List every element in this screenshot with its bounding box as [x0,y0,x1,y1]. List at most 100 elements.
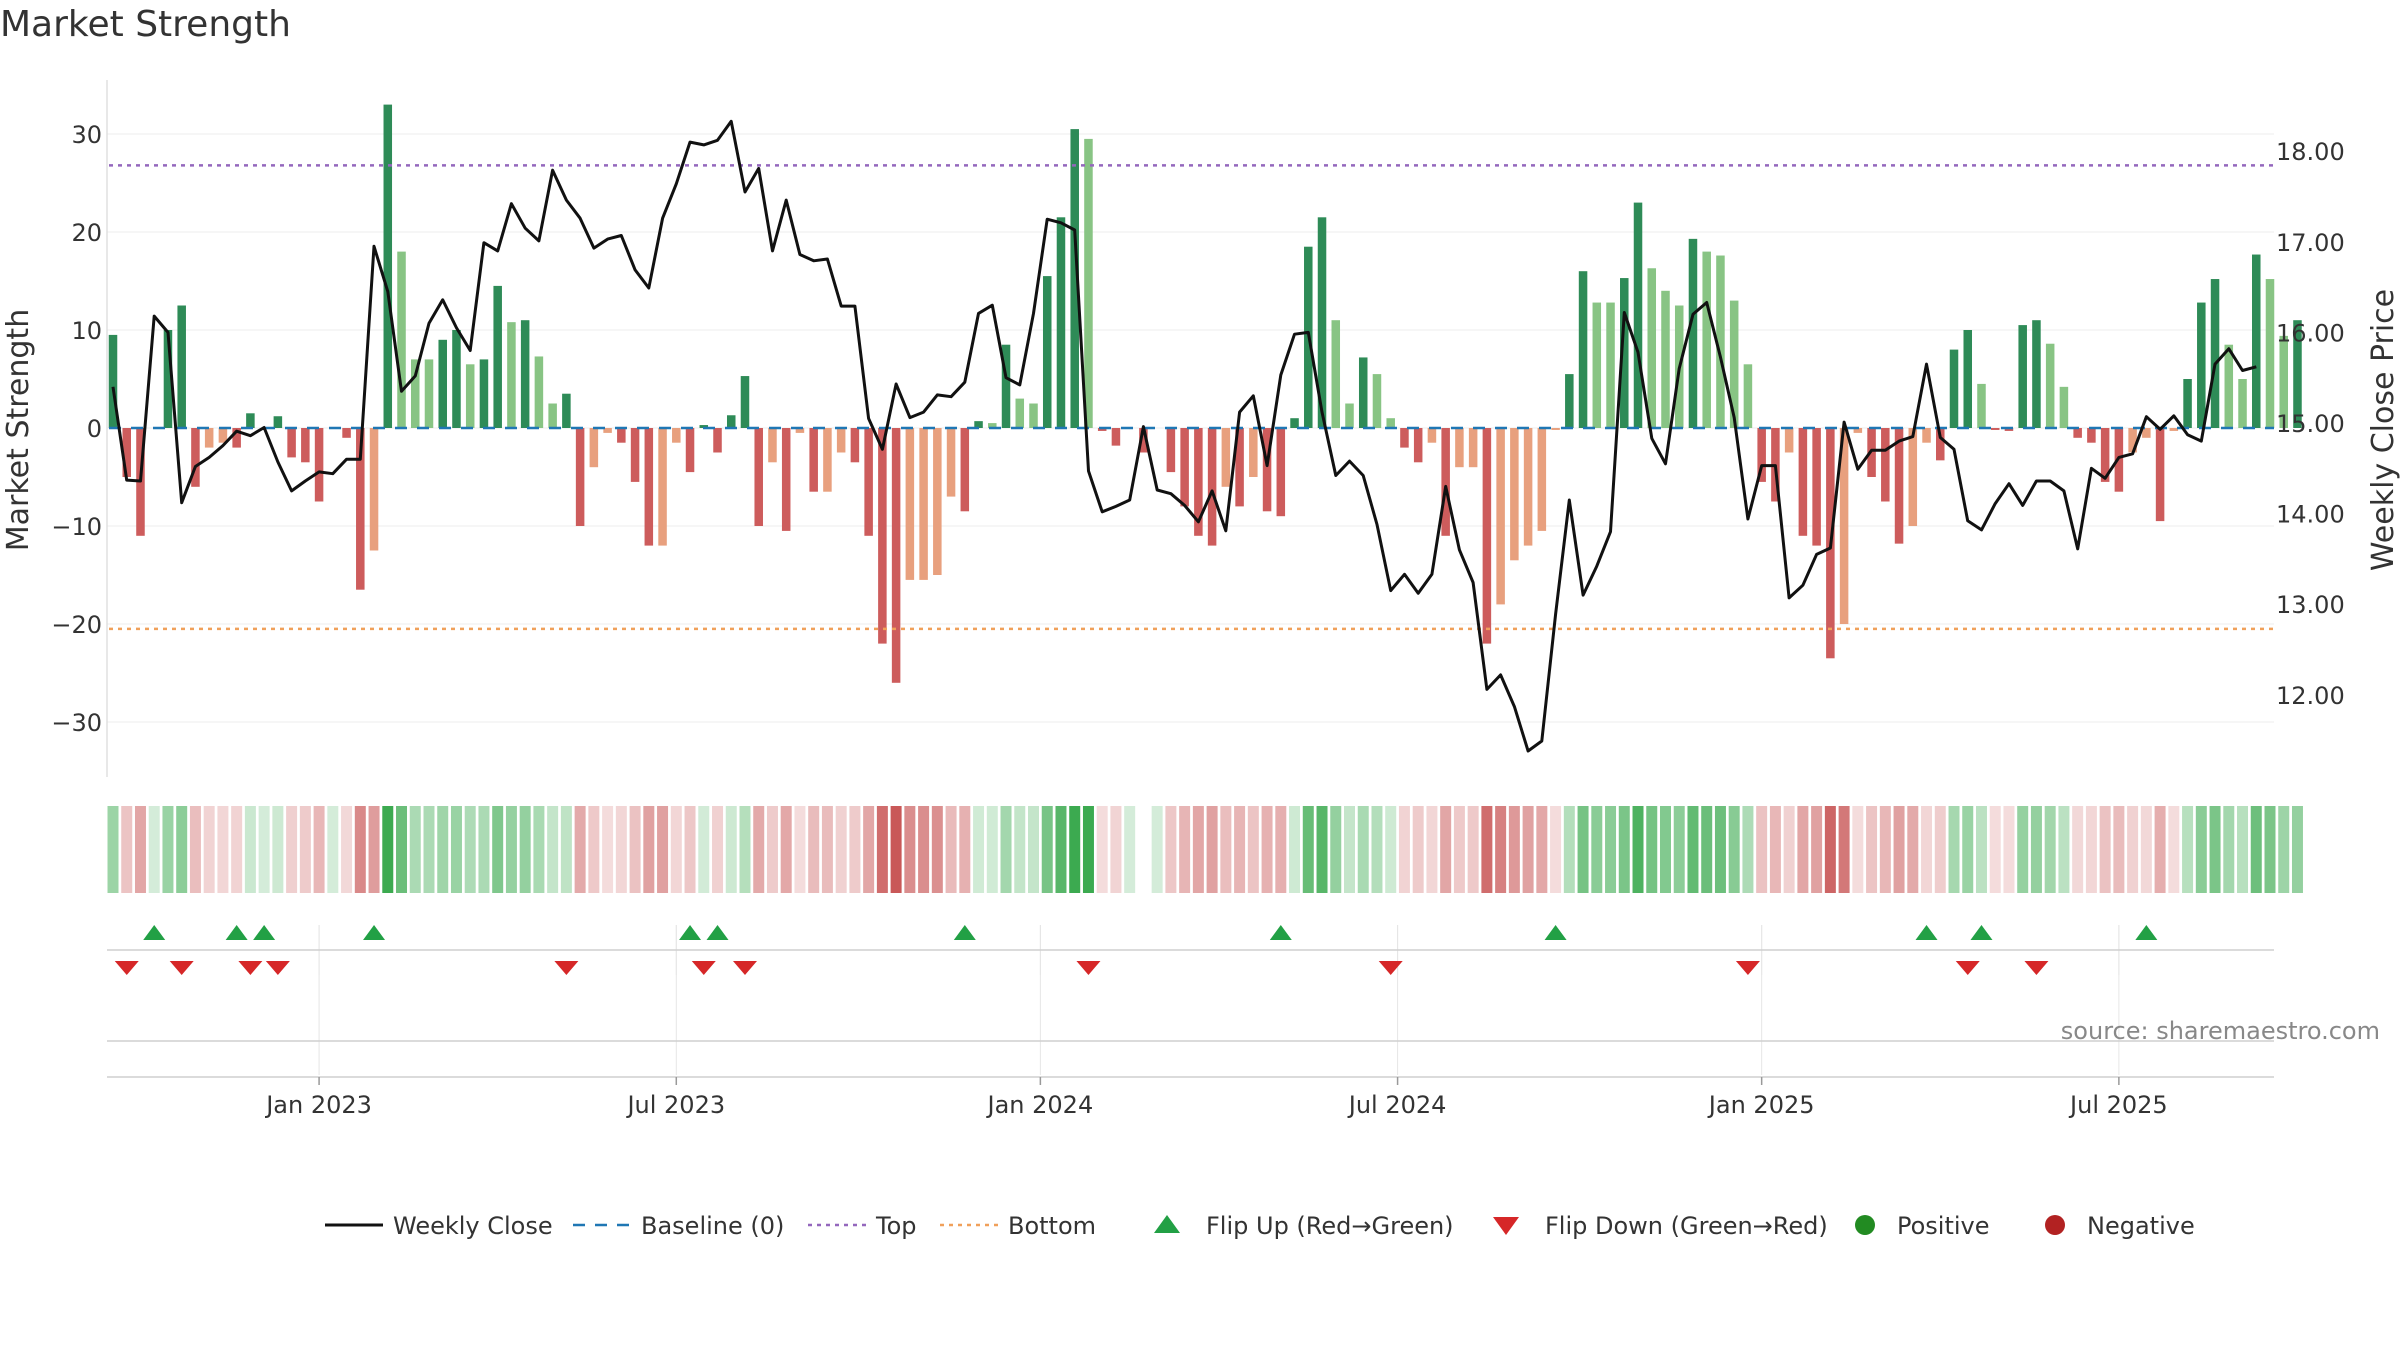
strength-bar [1606,302,1615,428]
heat-cell [1275,806,1287,893]
heat-cell [1811,806,1823,893]
heat-cell [863,806,875,893]
strength-bar [1743,364,1753,428]
strength-bar [2155,428,2165,522]
strength-bar [823,428,832,492]
y2-axis-label: Weekly Close Price [2366,289,2400,571]
flip-down-marker [2024,961,2049,975]
strength-bar [1757,428,1766,482]
flip-up-marker [953,925,976,940]
strength-bar [2238,379,2247,428]
strength-bar [1537,428,1547,531]
strength-bar [1235,428,1244,507]
strength-bar [356,428,365,590]
chart-title: Market Strength [0,4,291,45]
heat-cell [1385,806,1397,893]
heat-cell [2044,806,2056,893]
heat-cell [396,806,408,893]
heat-cell [1769,806,1781,893]
heat-cell [176,806,188,893]
heat-cell [354,806,366,893]
strength-bar [218,428,228,443]
strength-bar [2128,428,2137,453]
strength-bar [1317,217,1327,428]
heat-cell [2113,806,2125,893]
heat-cell [1234,806,1246,893]
strength-bar [617,428,626,443]
heat-cell [2099,806,2111,893]
strength-bar [699,425,709,428]
heat-cell [1302,806,1314,893]
strength-bar [1386,418,1395,428]
legend-label: Flip Up (Red→Green) [1206,1212,1454,1240]
legend-item-bottom: Bottom [940,1212,1096,1240]
heat-cell [1948,806,1960,893]
legend-swatch-negative [2045,1215,2065,1235]
strength-bar [1441,428,1450,536]
heat-cell [1975,806,1987,893]
strength-bar [177,305,186,428]
heat-cell [1522,806,1534,893]
legend-item-top: Top [808,1212,917,1240]
legend-item-positive: Positive [1855,1212,1990,1240]
heat-cell [2003,806,2015,893]
heat-cell [1426,806,1438,893]
strength-bar [1688,238,1698,428]
strength-bar [191,428,200,487]
heat-cell [1151,806,1163,893]
y2-tick-label: 13.00 [2276,591,2345,619]
strength-bar [1565,374,1574,428]
weekly-close-line [111,119,2257,753]
heat-cell [904,806,916,893]
heat-cell [1124,806,1136,893]
heat-cell [1179,806,1191,893]
strength-bar [1042,276,1052,428]
strength-bar [1977,383,1986,428]
heat-cell [986,806,998,893]
strength-bar [1812,428,1821,546]
heat-cell [409,806,421,893]
heat-cell [1550,806,1562,893]
y2-tick-label: 12.00 [2276,682,2345,710]
strength-bar [672,428,681,443]
heat-cell [505,806,517,893]
heat-cell [2030,806,2042,893]
strength-bar [1551,428,1560,430]
flip-up-marker [1970,925,1993,940]
heat-cell [1618,806,1630,893]
y-tick-label: −30 [51,709,102,737]
strength-bar [740,376,750,428]
strength-bar [1716,255,1725,428]
strength-bar [1001,344,1011,428]
strength-bar [2032,320,2041,428]
strength-bar [2224,344,2234,428]
x-tick-label: Jul 2024 [1347,1091,1447,1119]
strength-bar [493,285,502,428]
strength-bar [452,330,461,428]
strength-bar [685,428,695,473]
strength-bar [2279,335,2288,428]
heat-cell [2017,806,2029,893]
strength-bar [1400,428,1409,448]
y-tick-label: 0 [87,415,102,443]
heat-cell [1289,806,1301,893]
strength-bar [2169,428,2179,431]
heat-cell [684,806,696,893]
heat-cell [918,806,930,893]
heat-cell [766,806,778,893]
strength-bar [2018,325,2027,428]
strength-bar [2045,343,2055,428]
flip-markers [107,925,2274,975]
strength-bar [1702,251,1711,428]
strength-bar [1908,428,1918,526]
heat-cell [2140,806,2152,893]
heat-cell [1934,806,1946,893]
heat-cell [2223,806,2235,893]
heat-cell [189,806,201,893]
heat-cell [450,806,462,893]
strength-bar [836,428,846,453]
y2-tick-label: 16.00 [2276,319,2345,347]
legend-item-flip_up: Flip Up (Red→Green) [1154,1212,1454,1240]
heat-cell [1824,806,1836,893]
